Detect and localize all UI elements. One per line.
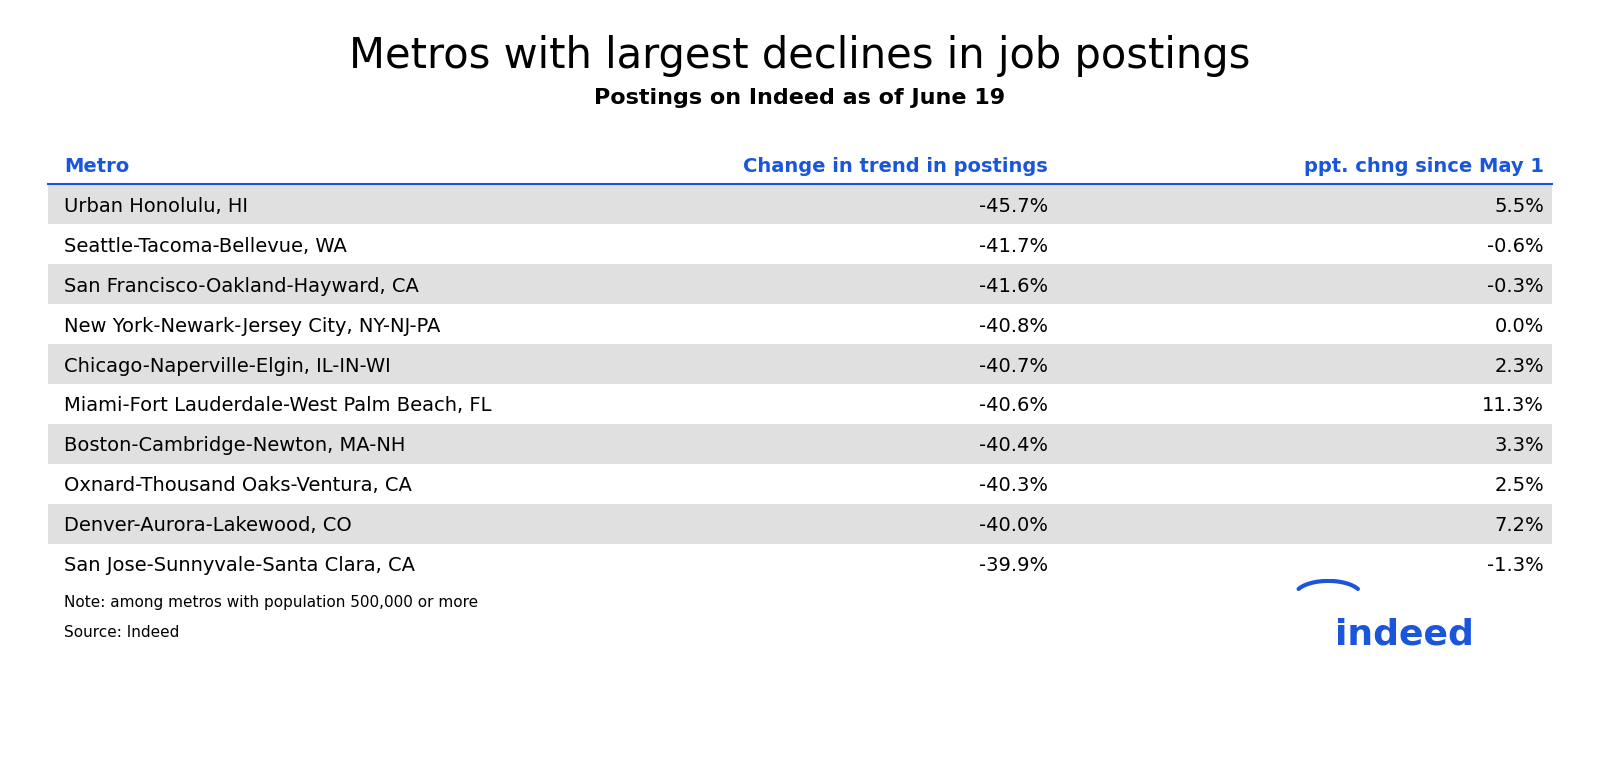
Text: Metros with largest declines in job postings: Metros with largest declines in job post…	[349, 35, 1251, 77]
Text: Note: among metros with population 500,000 or more: Note: among metros with population 500,0…	[64, 595, 478, 611]
Text: Boston-Cambridge-Newton, MA-NH: Boston-Cambridge-Newton, MA-NH	[64, 436, 405, 455]
Text: -40.3%: -40.3%	[979, 476, 1048, 495]
Text: Source: Indeed: Source: Indeed	[64, 624, 179, 640]
Text: 0.0%: 0.0%	[1494, 316, 1544, 336]
Text: ppt. chng since May 1: ppt. chng since May 1	[1304, 157, 1544, 176]
Text: indeed: indeed	[1334, 617, 1474, 651]
Text: Oxnard-Thousand Oaks-Ventura, CA: Oxnard-Thousand Oaks-Ventura, CA	[64, 476, 411, 495]
Text: Urban Honolulu, HI: Urban Honolulu, HI	[64, 197, 248, 216]
Text: -39.9%: -39.9%	[979, 556, 1048, 575]
Text: 3.3%: 3.3%	[1494, 436, 1544, 455]
Text: -40.7%: -40.7%	[979, 356, 1048, 376]
Text: -40.6%: -40.6%	[979, 396, 1048, 415]
Text: Chicago-Naperville-Elgin, IL-IN-WI: Chicago-Naperville-Elgin, IL-IN-WI	[64, 356, 390, 376]
Text: 7.2%: 7.2%	[1494, 516, 1544, 535]
Text: -0.3%: -0.3%	[1488, 276, 1544, 296]
Text: Denver-Aurora-Lakewood, CO: Denver-Aurora-Lakewood, CO	[64, 516, 352, 535]
Text: -41.6%: -41.6%	[979, 276, 1048, 296]
Text: 2.5%: 2.5%	[1494, 476, 1544, 495]
Text: -0.6%: -0.6%	[1488, 237, 1544, 256]
Text: Change in trend in postings: Change in trend in postings	[744, 157, 1048, 176]
Text: Seattle-Tacoma-Bellevue, WA: Seattle-Tacoma-Bellevue, WA	[64, 237, 347, 256]
Text: -40.8%: -40.8%	[979, 316, 1048, 336]
Text: 5.5%: 5.5%	[1494, 197, 1544, 216]
Text: San Jose-Sunnyvale-Santa Clara, CA: San Jose-Sunnyvale-Santa Clara, CA	[64, 556, 414, 575]
Text: -40.0%: -40.0%	[979, 516, 1048, 535]
Text: -41.7%: -41.7%	[979, 237, 1048, 256]
Text: -1.3%: -1.3%	[1488, 556, 1544, 575]
Text: San Francisco-Oakland-Hayward, CA: San Francisco-Oakland-Hayward, CA	[64, 276, 419, 296]
Text: Postings on Indeed as of June 19: Postings on Indeed as of June 19	[595, 88, 1005, 108]
Text: Metro: Metro	[64, 157, 130, 176]
Text: 11.3%: 11.3%	[1482, 396, 1544, 415]
Text: -45.7%: -45.7%	[979, 197, 1048, 216]
Text: New York-Newark-Jersey City, NY-NJ-PA: New York-Newark-Jersey City, NY-NJ-PA	[64, 316, 440, 336]
Text: Miami-Fort Lauderdale-West Palm Beach, FL: Miami-Fort Lauderdale-West Palm Beach, F…	[64, 396, 491, 415]
Text: -40.4%: -40.4%	[979, 436, 1048, 455]
Text: 2.3%: 2.3%	[1494, 356, 1544, 376]
